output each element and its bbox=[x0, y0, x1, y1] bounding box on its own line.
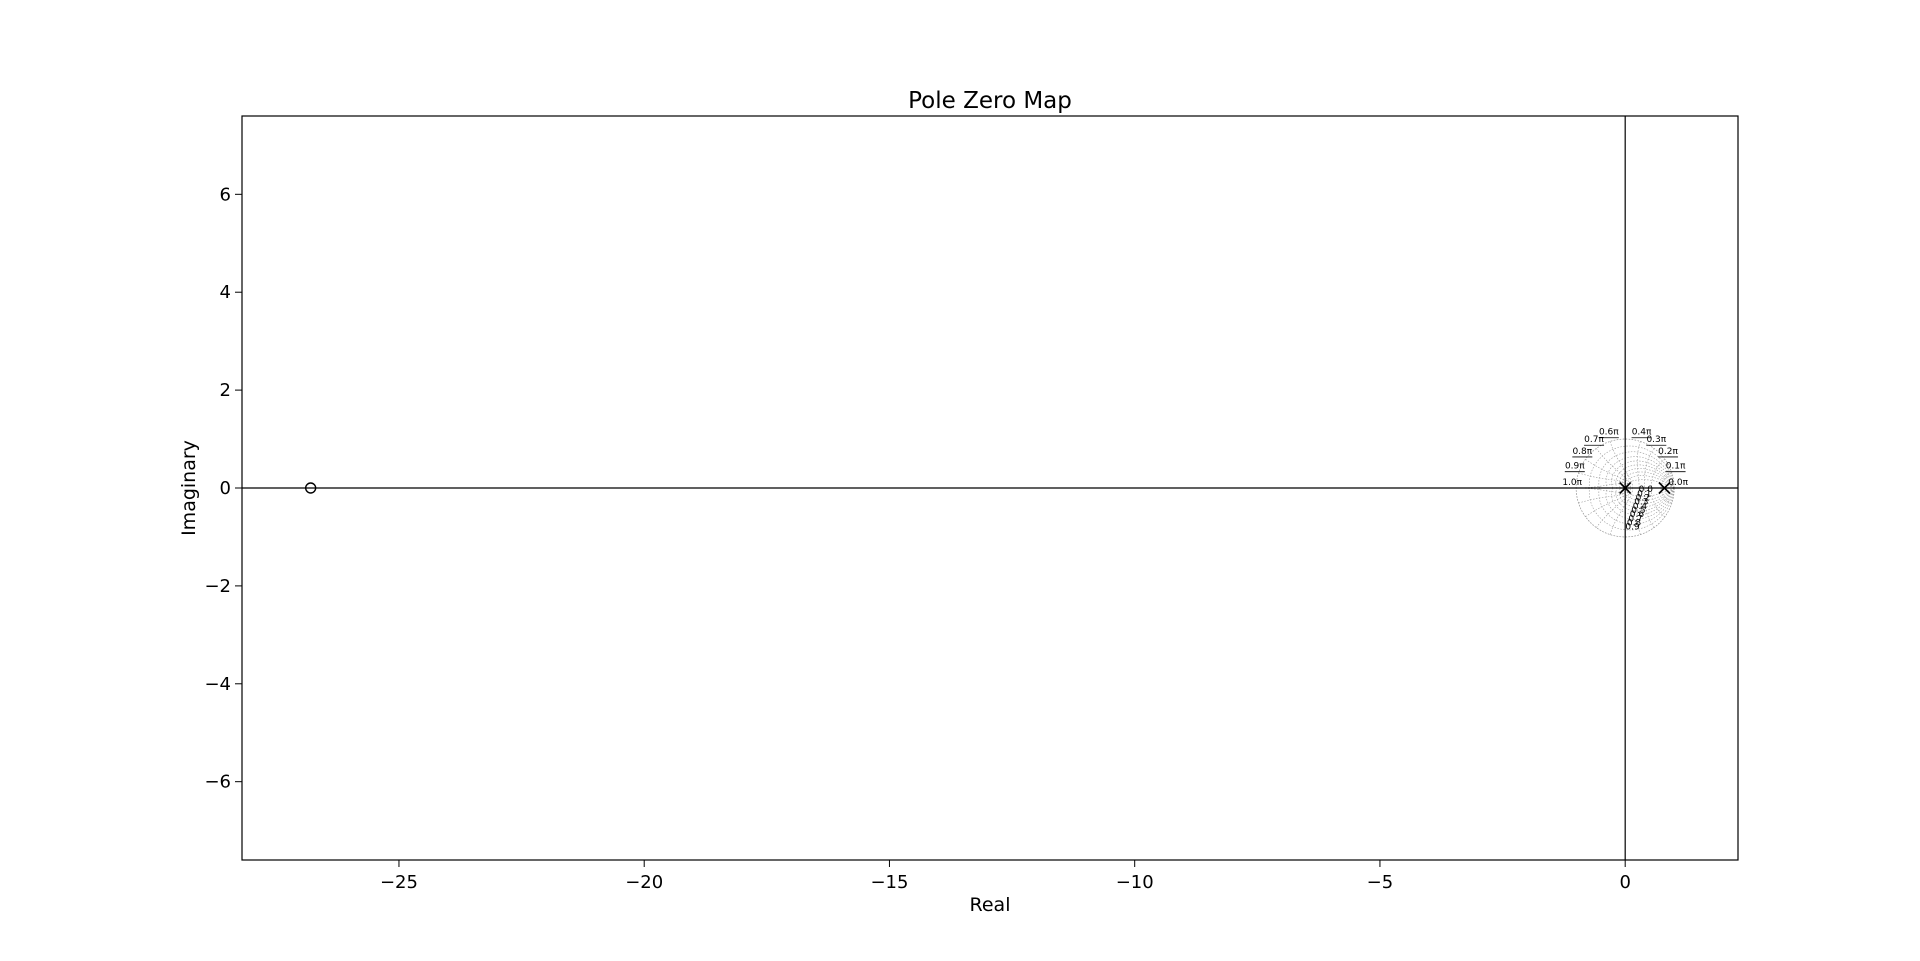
frequency-label: 0.0π bbox=[1668, 478, 1688, 488]
damping-label: 0.6 bbox=[1630, 510, 1645, 520]
frequency-curve bbox=[1609, 488, 1633, 535]
damping-label: 0.5 bbox=[1631, 506, 1645, 516]
zero-marker bbox=[304, 482, 317, 494]
axis-lines bbox=[242, 116, 1738, 860]
x-axis: −25 −20 −15 −10 −5 0 bbox=[380, 860, 1631, 893]
pole-marker bbox=[1658, 481, 1671, 495]
frequency-curve bbox=[1596, 488, 1631, 528]
frequency-curve bbox=[1578, 488, 1629, 504]
frequency-label: 0.8π bbox=[1572, 447, 1592, 457]
pole-stroke bbox=[1658, 481, 1671, 495]
damping-label: 0.3 bbox=[1634, 498, 1648, 508]
frequency-curve bbox=[1660, 488, 1672, 504]
frequency-label: 0.6π bbox=[1599, 428, 1619, 438]
y-axis-title: Imaginary bbox=[178, 440, 200, 536]
frequency-label: 1.0π bbox=[1562, 478, 1582, 488]
y-tick-label: 4 bbox=[220, 282, 231, 303]
damping-curve bbox=[1623, 475, 1675, 489]
chart-title: Pole Zero Map bbox=[908, 88, 1072, 114]
frequency-curve bbox=[1596, 448, 1631, 488]
y-axis: 6 4 2 0 −2 −4 −6 bbox=[204, 184, 242, 793]
frequency-curve bbox=[1660, 472, 1672, 488]
frequency-label: 0.2π bbox=[1658, 447, 1678, 457]
damping-curve bbox=[1618, 487, 1675, 508]
x-tick-label: −10 bbox=[1116, 872, 1154, 893]
damping-label: 0.8 bbox=[1627, 518, 1642, 528]
damping-label: 0.9 bbox=[1625, 523, 1640, 533]
damping-label: 0.1 bbox=[1637, 489, 1651, 499]
x-tick-label: −20 bbox=[625, 872, 663, 893]
frequency-curve bbox=[1636, 488, 1641, 535]
frequency-curve bbox=[1636, 441, 1641, 488]
y-tick-label: −2 bbox=[204, 576, 231, 597]
y-tick-label: −6 bbox=[204, 772, 231, 793]
pole-marker bbox=[1619, 481, 1632, 495]
frequency-label: 0.3π bbox=[1646, 435, 1666, 445]
frequency-curve bbox=[1644, 448, 1655, 488]
x-tick-label: −15 bbox=[870, 872, 908, 893]
x-axis-title: Real bbox=[970, 894, 1011, 916]
damping-curve bbox=[1623, 487, 1675, 501]
damping-label: 0.0 bbox=[1639, 485, 1654, 495]
damping-label: 0.4 bbox=[1633, 502, 1648, 512]
y-tick-label: 2 bbox=[220, 380, 231, 401]
y-tick-label: −4 bbox=[204, 674, 231, 695]
frequency-curve bbox=[1576, 483, 1628, 489]
pole-stroke bbox=[1619, 481, 1632, 495]
damping-curve bbox=[1618, 468, 1675, 489]
x-tick-label: −25 bbox=[380, 872, 418, 893]
y-tick-label: 0 bbox=[220, 478, 231, 499]
frequency-curve bbox=[1585, 488, 1630, 518]
frequency-label: 0.1π bbox=[1666, 462, 1686, 472]
damping-label: 0.2 bbox=[1636, 493, 1650, 503]
plot-marks bbox=[304, 481, 1671, 495]
frequency-label: 0.4π bbox=[1632, 428, 1652, 438]
y-tick-label: 6 bbox=[220, 184, 231, 205]
frequency-curve bbox=[1578, 472, 1629, 488]
damping-curve bbox=[1588, 487, 1675, 531]
frequency-curve bbox=[1576, 487, 1628, 493]
x-tick-label: 0 bbox=[1619, 872, 1630, 893]
damping-label: 0.7 bbox=[1628, 514, 1642, 524]
frequency-curve bbox=[1609, 441, 1633, 488]
frequency-label: 0.9π bbox=[1565, 462, 1585, 472]
damping-curve bbox=[1588, 445, 1675, 489]
frequency-curve bbox=[1644, 488, 1655, 528]
frequency-curve bbox=[1585, 458, 1630, 488]
frequency-label: 0.7π bbox=[1584, 435, 1604, 445]
x-tick-label: −5 bbox=[1367, 872, 1394, 893]
